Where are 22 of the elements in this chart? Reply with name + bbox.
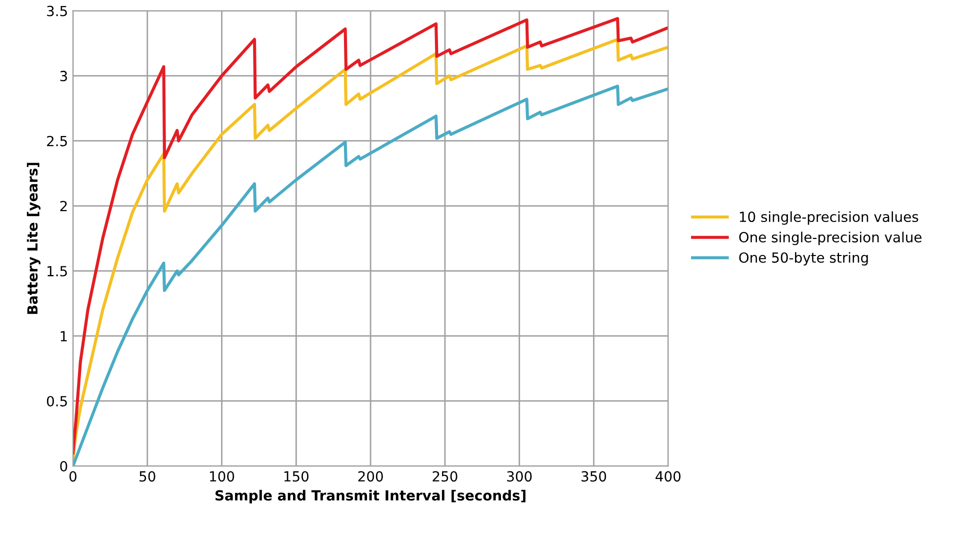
x-tick-label: 50	[140, 471, 156, 482]
y-tick-label: 0.5	[46, 396, 67, 406]
x-tick-label: 250	[432, 471, 458, 482]
x-tick-label: 350	[582, 471, 606, 482]
y-tick-label: 3.5	[47, 6, 67, 16]
legend-label: 10 single-precision values	[740, 211, 918, 225]
x-tick-label: 200	[358, 471, 383, 482]
y-tick-label: 3	[60, 70, 67, 82]
y-tick-label: 0	[60, 460, 68, 472]
y-tick-label: 1	[60, 331, 67, 342]
y-tick-label: 1.5	[48, 266, 67, 276]
x-tick-label: 100	[210, 471, 234, 482]
x-axis-title: Sample and Transmit Interval [seconds]	[216, 490, 526, 504]
y-tick-label: 2.5	[47, 136, 67, 146]
x-tick-label: 300	[507, 471, 532, 482]
x-tick-label: 0	[69, 471, 76, 482]
x-tick-label: 150	[284, 471, 308, 482]
legend-label: One 50-byte string	[739, 252, 868, 266]
legend-label: One single-precision value	[739, 232, 922, 246]
y-axis-title: Battery Lite [years]	[26, 162, 40, 314]
y-tick-label: 2	[60, 200, 67, 212]
x-tick-label: 400	[656, 471, 680, 482]
